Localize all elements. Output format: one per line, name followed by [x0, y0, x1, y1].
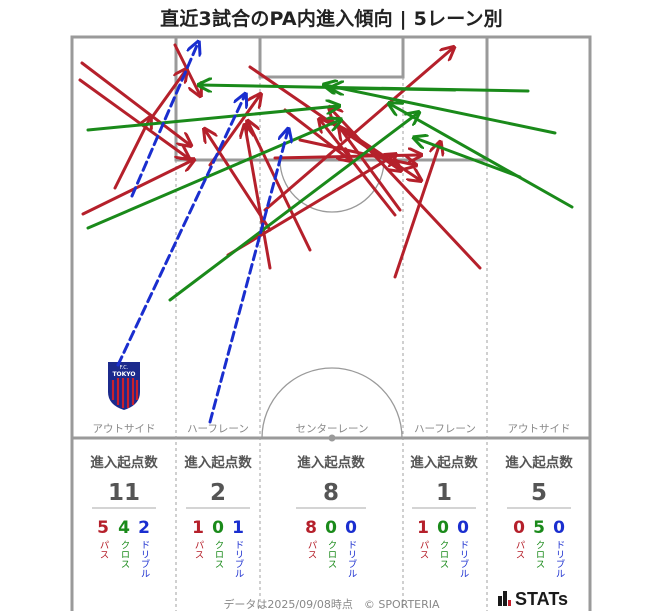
dribble-label: ドリブル: [554, 540, 566, 578]
origin-count-total: 11: [108, 480, 140, 506]
pass-label: パス: [514, 540, 526, 559]
pass-count: 1: [192, 518, 204, 538]
goal-area: [258, 35, 405, 79]
pass-arrow: [113, 118, 150, 190]
pass-arrow: [245, 126, 272, 270]
dribble-arrow: [130, 43, 198, 198]
pass-count: 8: [305, 518, 317, 538]
center-spot: [328, 434, 336, 442]
pitch-lines: [70, 35, 592, 611]
pass-arrow: [340, 128, 402, 212]
origin-count-header: 進入起点数: [297, 454, 365, 471]
pass-arrow: [320, 120, 397, 217]
pass-arrow: [330, 108, 482, 270]
cross-count: 0: [325, 518, 337, 538]
dribble-label: ドリブル: [233, 540, 245, 578]
cross-arrow: [332, 88, 457, 90]
cross-label: クロス: [438, 540, 449, 569]
cross-arrow: [86, 120, 340, 230]
origin-count-total: 2: [210, 480, 226, 506]
pass-label: パス: [98, 540, 110, 559]
pass-arrow: [283, 108, 350, 160]
stats-brand-logo: STATs: [498, 589, 568, 610]
cross-label: クロス: [213, 540, 224, 569]
pass-count: 0: [513, 518, 525, 538]
pass-arrow: [173, 43, 200, 95]
lane-label-outside-left: アウトサイド: [93, 423, 156, 435]
pass-arrow: [80, 61, 190, 145]
lane-label-halfspace-left: ハーフレーン: [187, 423, 249, 435]
pass-count: 5: [97, 518, 109, 538]
dribble-count: 2: [138, 518, 150, 538]
crest-name-text: TOKYO: [112, 371, 135, 378]
origin-count-header: 進入起点数: [410, 454, 478, 471]
center-circle: [261, 367, 403, 439]
cross-arrow: [168, 113, 418, 302]
pass-label: パス: [418, 540, 430, 559]
lane-dividers: [175, 77, 488, 611]
stats-logo-icon: [498, 590, 511, 606]
arrow-layer: [78, 43, 574, 424]
lane-stat-outside-left: 進入起点数 11 5 4 2 パス クロス ドリブル: [90, 454, 158, 578]
cross-count: 4: [118, 518, 130, 538]
lane-stat-outside-right: 進入起点数 5 0 5 0 パス クロス ドリブル: [505, 454, 573, 578]
cross-label: クロス: [119, 540, 130, 569]
pass-arrow: [226, 155, 395, 257]
cross-count: 0: [437, 518, 449, 538]
cross-arrow: [325, 85, 557, 135]
dribble-arrow: [208, 130, 288, 424]
dribble-label: ドリブル: [139, 540, 151, 578]
pass-arrow: [81, 160, 193, 216]
pass-label: パス: [193, 540, 205, 559]
lane-stat-halfspace-left: 進入起点数 2 1 0 1 パス クロス ドリブル: [184, 454, 252, 578]
origin-count-total: 8: [323, 480, 339, 506]
dribble-label: ドリブル: [346, 540, 358, 578]
pass-label: パス: [306, 540, 318, 559]
cross-count: 0: [212, 518, 224, 538]
cross-label: クロス: [534, 540, 545, 569]
pass-arrow: [248, 122, 312, 252]
cross-arrow: [415, 138, 522, 179]
pass-arrow: [205, 130, 272, 232]
dribble-label: ドリブル: [458, 540, 470, 578]
cross-arrow: [86, 106, 338, 132]
stats-panel: 進入起点数 11 5 4 2 パス クロス ドリブル 進入起点数 2 1 0 1…: [90, 454, 573, 578]
origin-count-header: 進入起点数: [184, 454, 252, 471]
crest-top-text: F.C.: [120, 365, 129, 371]
cross-label: クロス: [326, 540, 337, 569]
fc-tokyo-crest-icon: F.C. TOKYO: [108, 362, 140, 410]
lane-label-center: センターレーン: [296, 423, 369, 435]
dribble-count: 0: [457, 518, 469, 538]
lane-stat-halfspace-right: 進入起点数 1 1 0 0 パス クロス ドリブル: [410, 454, 478, 578]
dribble-count: 0: [345, 518, 357, 538]
lane-stat-center: 進入起点数 8 8 0 0 パス クロス ドリブル: [296, 454, 366, 578]
pass-arrow: [263, 48, 453, 212]
origin-count-header: 進入起点数: [90, 454, 158, 471]
origin-count-total: 5: [531, 480, 547, 506]
lane-label-outside-right: アウトサイド: [508, 423, 571, 435]
pass-arrow: [298, 138, 415, 165]
pass-arrow: [148, 70, 186, 122]
lane-label-halfspace-right: ハーフレーン: [414, 423, 476, 435]
origin-count-header: 進入起点数: [505, 454, 573, 471]
dribble-arrow: [116, 95, 245, 367]
pass-count: 1: [417, 518, 429, 538]
dribble-count: 0: [553, 518, 565, 538]
pass-arrow: [393, 143, 440, 279]
cross-count: 5: [533, 518, 545, 538]
origin-count-total: 1: [436, 480, 452, 506]
pass-arrow: [78, 78, 188, 158]
footer-credit: データは2025/09/08時点 © SPORTERIA: [223, 598, 440, 611]
chart-title: 直近3試合のPA内進入傾向 | 5レーン別: [160, 8, 503, 30]
dribble-count: 1: [232, 518, 244, 538]
